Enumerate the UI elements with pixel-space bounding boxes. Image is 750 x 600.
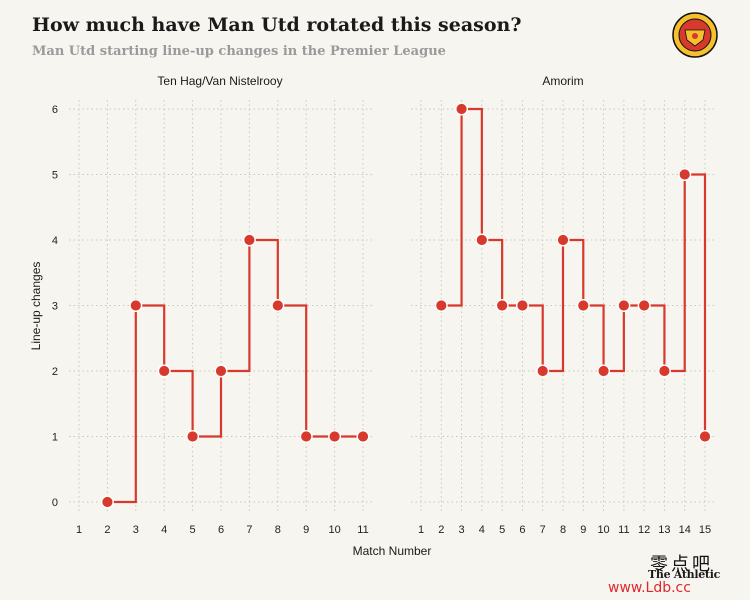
x-tick-label: 11 — [618, 524, 629, 536]
x-tick-label: 11 — [357, 524, 368, 536]
x-tick-label: 9 — [580, 524, 586, 536]
y-tick-label: 0 — [52, 497, 58, 509]
data-point — [299, 430, 313, 444]
data-point — [271, 299, 285, 313]
data-point — [576, 299, 590, 313]
series-step-line — [441, 107, 707, 437]
x-tick-label: 13 — [658, 524, 670, 536]
x-tick-label: 10 — [597, 524, 609, 536]
y-tick-label: 4 — [52, 235, 58, 247]
x-tick-label: 3 — [133, 524, 139, 536]
club-crest-logo — [672, 12, 718, 58]
x-tick-label: 8 — [275, 524, 281, 536]
y-tick-label: 6 — [52, 104, 58, 116]
x-tick-label: 5 — [499, 524, 505, 536]
source-credit: The Athletic — [648, 568, 720, 581]
y-tick-label: 2 — [52, 366, 58, 378]
series-lines — [107, 107, 707, 504]
data-point — [100, 495, 114, 509]
data-point — [515, 299, 529, 313]
x-tick-label: 15 — [699, 524, 711, 536]
data-point — [536, 364, 550, 378]
x-tick-label: 7 — [540, 524, 546, 536]
x-tick-label: 4 — [161, 524, 167, 536]
grid-layer — [69, 100, 715, 512]
data-point — [186, 430, 200, 444]
x-tick-label: 10 — [328, 524, 340, 536]
data-point — [678, 167, 692, 181]
x-axis-label: Match Number — [353, 544, 432, 558]
data-point — [455, 102, 469, 116]
data-point — [129, 299, 143, 313]
x-tick-label: 14 — [679, 524, 691, 536]
x-tick-label: 3 — [459, 524, 465, 536]
x-tick-label: 2 — [104, 524, 110, 536]
x-tick-label: 6 — [218, 524, 224, 536]
watermark-text: 零点吧 — [650, 554, 713, 575]
data-point — [475, 233, 489, 247]
x-tick-label: 4 — [479, 524, 485, 536]
y-tick-label: 5 — [52, 170, 58, 182]
data-point — [617, 299, 631, 313]
data-point — [214, 364, 228, 378]
y-tick-label: 1 — [52, 432, 58, 444]
data-point — [356, 430, 370, 444]
x-tick-label: 12 — [638, 524, 650, 536]
series-points — [100, 102, 712, 509]
data-point — [698, 430, 712, 444]
data-point — [597, 364, 611, 378]
data-point — [556, 233, 570, 247]
x-tick-label: 2 — [438, 524, 444, 536]
chart-subtitle: Man Utd starting line-up changes in the … — [32, 44, 446, 59]
panel-title-amorim: Amorim — [542, 74, 584, 88]
panel-title-ten-hag: Ten Hag/Van Nistelrooy — [157, 74, 283, 88]
data-point — [657, 364, 671, 378]
x-tick-label: 7 — [246, 524, 252, 536]
x-tick-label: 5 — [190, 524, 196, 536]
data-point — [242, 233, 256, 247]
x-tick-label: 1 — [418, 524, 424, 536]
y-tick-label: 3 — [52, 301, 58, 313]
data-point — [434, 299, 448, 313]
x-tick-label: 8 — [560, 524, 566, 536]
data-point — [157, 364, 171, 378]
x-tick-label: 9 — [303, 524, 309, 536]
chart-title: How much have Man Utd rotated this seaso… — [32, 14, 522, 36]
x-tick-label: 6 — [519, 524, 525, 536]
data-point — [495, 299, 509, 313]
x-tick-label: 1 — [76, 524, 82, 536]
watermark-url: www.Ldb.cc — [608, 580, 691, 596]
y-axis-label: Line-up changes — [29, 262, 43, 351]
data-point — [328, 430, 342, 444]
data-point — [637, 299, 651, 313]
